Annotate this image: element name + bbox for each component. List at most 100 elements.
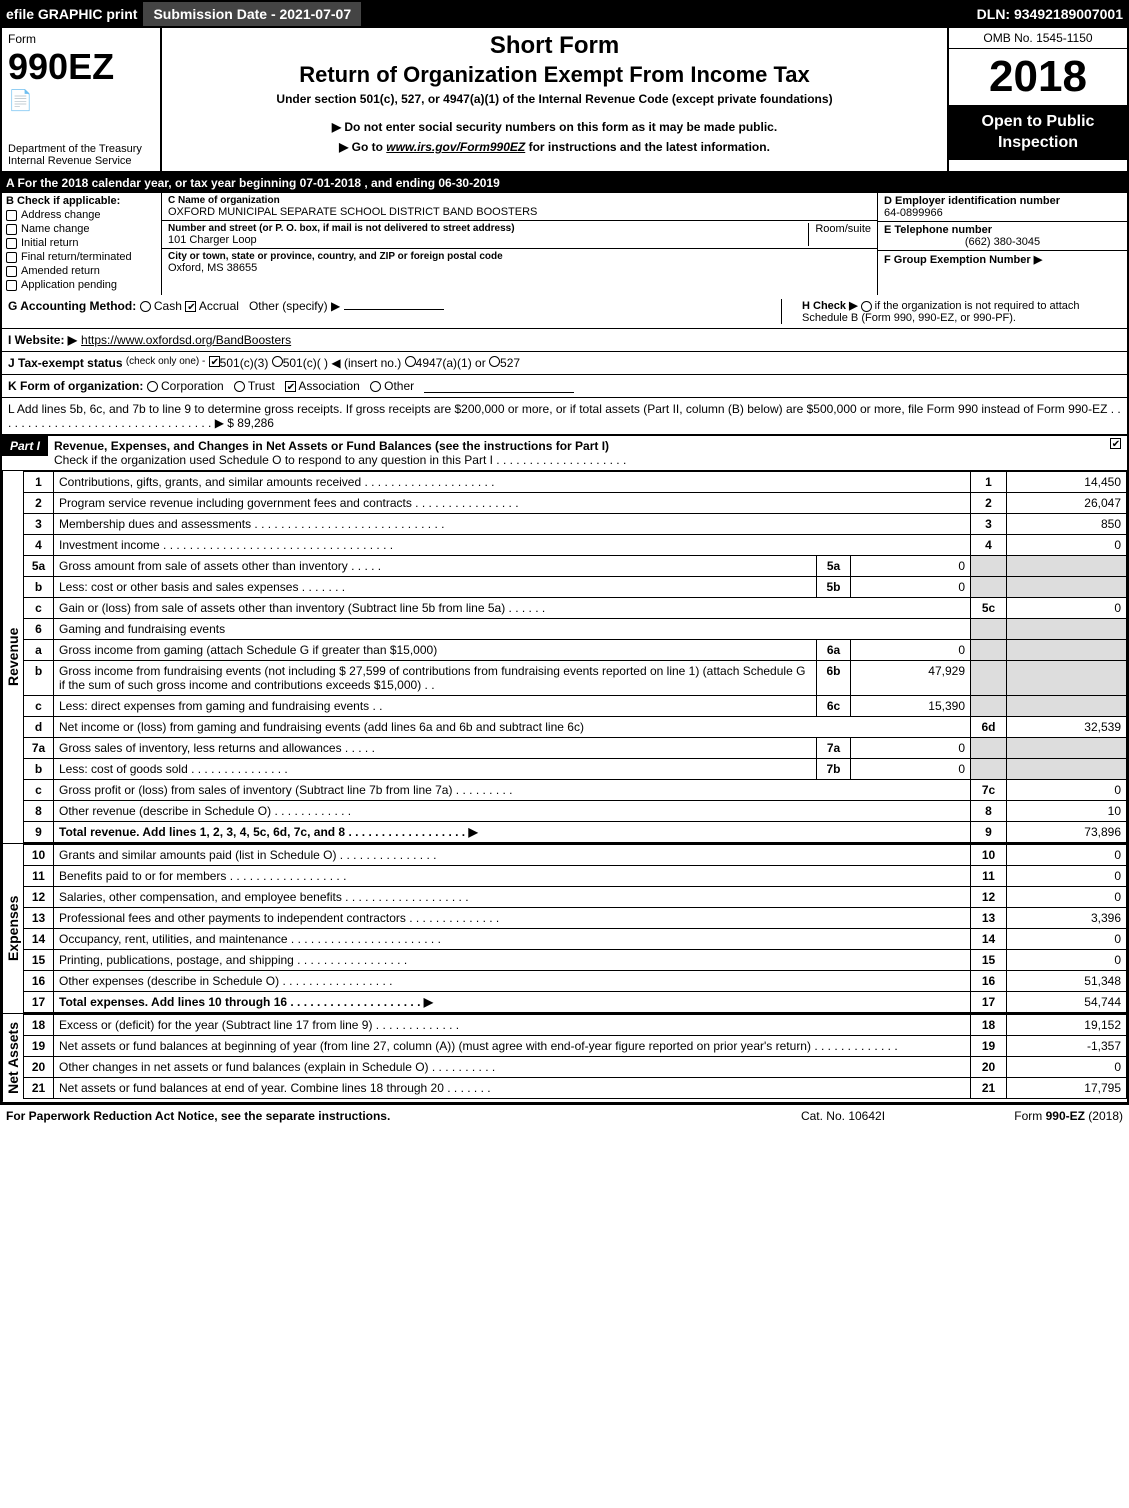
data-table: 1Contributions, gifts, grants, and simil… [23,471,1127,843]
line-number: a [24,640,54,661]
line-description: Less: direct expenses from gaming and fu… [54,696,817,717]
line-amount: 0 [1007,866,1127,887]
table-row: bLess: cost or other basis and sales exp… [24,577,1127,598]
j-527-radio[interactable] [489,356,500,367]
omb-number: OMB No. 1545-1150 [949,28,1127,49]
mini-line-value: 0 [851,759,971,780]
table-row: 16Other expenses (describe in Schedule O… [24,971,1127,992]
section-b-option[interactable]: Name change [6,223,157,235]
line-description: Less: cost or other basis and sales expe… [54,577,817,598]
line-amount: 0 [1007,780,1127,801]
section-b-option[interactable]: Initial return [6,237,157,249]
line-number: 21 [24,1078,54,1099]
line-amount: 10 [1007,801,1127,822]
radio-icon[interactable] [6,238,17,249]
mini-line-number: 6b [817,661,851,696]
section-b-option[interactable]: Final return/terminated [6,251,157,263]
top-bar: efile GRAPHIC print Submission Date - 20… [0,0,1129,28]
k-option-radio[interactable] [285,381,296,392]
form-label: Form [8,32,154,46]
department-label: Department of the Treasury [8,143,154,155]
line-number: 11 [24,866,54,887]
do-not-text: ▶ Do not enter social security numbers o… [172,120,937,134]
line-number: c [24,696,54,717]
line-description: Gain or (loss) from sale of assets other… [54,598,971,619]
line-amount [1007,696,1127,717]
line-ref [971,759,1007,780]
section-b-option[interactable]: Amended return [6,265,157,277]
line-number: 5a [24,556,54,577]
line-description: Benefits paid to or for members . . . . … [54,866,971,887]
website-link[interactable]: https://www.oxfordsd.org/BandBoosters [81,333,291,347]
line-amount [1007,759,1127,780]
line-description: Gross sales of inventory, less returns a… [54,738,817,759]
line-ref: 15 [971,950,1007,971]
other-input-line[interactable] [344,309,444,310]
j-501c-radio[interactable] [272,356,283,367]
table-row: 11Benefits paid to or for members . . . … [24,866,1127,887]
row-g: G Accounting Method: Cash Accrual Other … [8,299,781,324]
line-ref: 2 [971,493,1007,514]
cash-radio[interactable] [140,301,151,312]
table-row: cLess: direct expenses from gaming and f… [24,696,1127,717]
footer-form: 990-EZ [1046,1109,1085,1123]
line-description: Other revenue (describe in Schedule O) .… [54,801,971,822]
line-number: 6 [24,619,54,640]
line-amount: 17,795 [1007,1078,1127,1099]
goto-link[interactable]: www.irs.gov/Form990EZ [386,140,525,154]
line-amount: 73,896 [1007,822,1127,843]
j-insert: ◀ (insert no.) [331,356,401,370]
vertical-section-label: Revenue [2,471,23,843]
accrual-checkbox[interactable] [185,301,196,312]
info-sections: B Check if applicable: Address change Nam… [0,193,1129,295]
table-row: 9Total revenue. Add lines 1, 2, 3, 4, 5c… [24,822,1127,843]
radio-icon[interactable] [6,252,17,263]
line-amount: 0 [1007,887,1127,908]
accrual-label: Accrual [199,299,239,313]
line-ref [971,696,1007,717]
schedule-o-checkbox[interactable] [1110,438,1121,449]
section-b-label: B Check if applicable: [6,195,157,207]
efile-print-label[interactable]: efile GRAPHIC print [0,6,143,22]
k-option-radio[interactable] [370,381,381,392]
section-b-option[interactable]: Address change [6,209,157,221]
k-other-line[interactable] [424,379,574,393]
row-g-h: G Accounting Method: Cash Accrual Other … [0,295,1129,329]
table-row: 3Membership dues and assessments . . . .… [24,514,1127,535]
form-number: 990EZ [8,46,154,88]
line-number: 13 [24,908,54,929]
table-row: 18Excess or (deficit) for the year (Subt… [24,1015,1127,1036]
table-row: 4Investment income . . . . . . . . . . .… [24,535,1127,556]
h-checkbox[interactable] [861,301,872,312]
goto-text: ▶ Go to www.irs.gov/Form990EZ for instru… [172,140,937,154]
k-option: Trust [234,379,285,393]
j-opt4: 527 [500,356,520,370]
j-501c3-checkbox[interactable] [209,356,220,367]
line-amount [1007,577,1127,598]
section-b-option[interactable]: Application pending [6,279,157,291]
radio-icon[interactable] [6,224,17,235]
ein-label: D Employer identification number [884,195,1121,207]
table-row: aGross income from gaming (attach Schedu… [24,640,1127,661]
option-label: Address change [21,209,101,221]
line-ref [971,577,1007,598]
radio-icon[interactable] [6,210,17,221]
line-description: Excess or (deficit) for the year (Subtra… [54,1015,971,1036]
line-description: Gross amount from sale of assets other t… [54,556,817,577]
irs-label: Internal Revenue Service [8,155,154,167]
part-i-check-indicator [1103,436,1127,450]
line-amount: 0 [1007,1057,1127,1078]
line-ref [971,738,1007,759]
part-i-title-text: Revenue, Expenses, and Changes in Net As… [54,439,609,453]
k-option-radio[interactable] [234,381,245,392]
table-row: cGain or (loss) from sale of assets othe… [24,598,1127,619]
line-description: Contributions, gifts, grants, and simila… [54,472,971,493]
k-option-radio[interactable] [147,381,158,392]
line-amount: 0 [1007,535,1127,556]
j-4947-radio[interactable] [405,356,416,367]
city-row: City or town, state or province, country… [162,249,877,276]
radio-icon[interactable] [6,280,17,291]
radio-icon[interactable] [6,266,17,277]
l-text: L Add lines 5b, 6c, and 7b to line 9 to … [8,402,1121,430]
data-table: 10Grants and similar amounts paid (list … [23,844,1127,1013]
